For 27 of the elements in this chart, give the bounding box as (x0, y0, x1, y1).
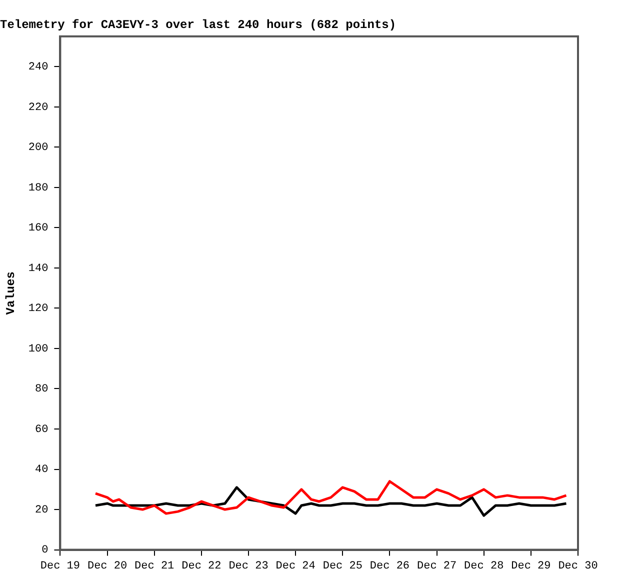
y-tick-label: 100 (28, 343, 48, 356)
y-tick-label: 20 (35, 504, 48, 516)
x-tick-label: Dec 27 (416, 560, 457, 572)
y-axis-title: Values (4, 271, 18, 315)
y-tick-label: 220 (28, 102, 48, 114)
x-tick-label: Dec 25 (322, 560, 362, 572)
x-tick-label: Dec 22 (182, 560, 222, 572)
x-tick-label: Dec 29 (511, 560, 551, 572)
x-tick-label: Dec 19 (40, 560, 80, 572)
y-tick-label: 40 (35, 464, 48, 476)
x-tick-label: Dec 30 (558, 560, 598, 572)
x-tick-label: Dec 28 (464, 560, 504, 572)
y-tick-label: 160 (28, 222, 48, 235)
x-tick-label: Dec 23 (228, 560, 268, 572)
y-tick-label: 60 (35, 424, 48, 436)
x-tick-label: Dec 20 (87, 560, 128, 572)
y-tick-label: 120 (28, 303, 48, 316)
y-tick-label: 240 (28, 62, 48, 74)
y-tick-label: 180 (28, 182, 48, 194)
chart-title: Telemetry for CA3EVY-3 over last 240 hours (682 points) (0, 18, 396, 32)
x-tick-label: Dec 21 (134, 560, 175, 572)
x-tick-label: Dec 24 (276, 560, 316, 572)
y-tick-label: 200 (28, 142, 48, 154)
y-tick-label: 80 (35, 384, 48, 396)
x-tick-label: Dec 26 (370, 560, 410, 572)
y-tick-label: 0 (42, 544, 48, 557)
y-tick-label: 140 (28, 262, 48, 275)
